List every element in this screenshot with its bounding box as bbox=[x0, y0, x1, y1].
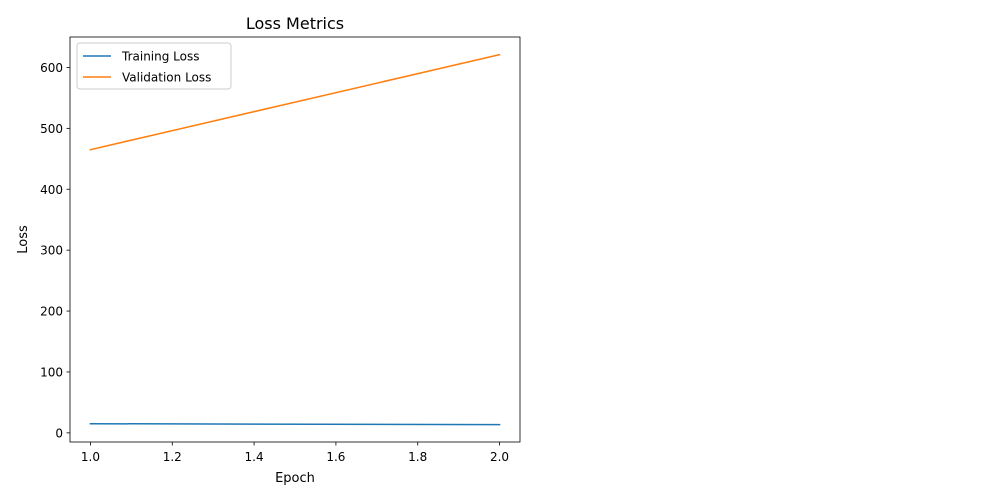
y-tick-label: 600 bbox=[40, 61, 63, 75]
series-line-1 bbox=[89, 422, 501, 426]
y-tick-label: 500 bbox=[40, 122, 63, 136]
y-axis-label: Loss bbox=[16, 225, 31, 254]
y-tick-label: 300 bbox=[40, 244, 63, 258]
x-tick-label: 1.8 bbox=[408, 450, 427, 464]
x-tick-label: 2.0 bbox=[490, 450, 509, 464]
series-line-2 bbox=[89, 53, 501, 151]
legend: Training Loss Validation Loss bbox=[76, 42, 232, 90]
y-tick-label: 200 bbox=[40, 305, 63, 319]
x-tick-label: 1.4 bbox=[245, 450, 264, 464]
x-tick-label: 1.2 bbox=[163, 450, 182, 464]
legend-label-2: Validation Loss bbox=[122, 71, 211, 85]
x-tick-label: 1.6 bbox=[326, 450, 345, 464]
y-tick-label: 100 bbox=[40, 365, 63, 379]
legend-box bbox=[76, 42, 232, 90]
x-axis-label: Epoch bbox=[275, 471, 315, 486]
y-tick-label: 0 bbox=[55, 426, 63, 440]
series-layer bbox=[89, 53, 501, 426]
legend-label-1: Training Loss bbox=[121, 50, 199, 64]
chart-title: Loss Metrics bbox=[246, 14, 344, 33]
y-tick-label: 400 bbox=[40, 183, 63, 197]
plot-frame bbox=[69, 36, 521, 443]
axes-layer: 1.0 1.2 1.4 1.6 1.8 2.0 0 100 200 300 400 500 600 bbox=[40, 36, 521, 464]
x-tick-label: 1.0 bbox=[81, 450, 100, 464]
